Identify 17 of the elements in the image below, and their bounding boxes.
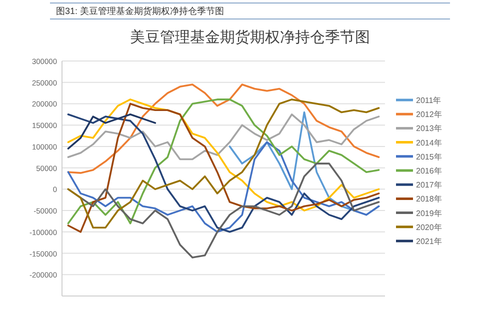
legend-label: 2014年 (416, 138, 442, 148)
legend-label: 2021年 (416, 237, 442, 246)
line-series (67, 84, 380, 174)
legend-label: 2011年 (416, 96, 442, 105)
legend-label: 2019年 (416, 208, 442, 218)
legend-label: 2020年 (416, 222, 442, 232)
chart-subtitle: 图31: 美豆管理基金期货期权净持仓季节图 (56, 6, 224, 16)
legend-label: 2017年 (416, 180, 442, 190)
line-series (67, 114, 156, 150)
legend-label: 2013年 (416, 124, 442, 134)
legend-label: 2016年 (416, 166, 442, 176)
line-series (67, 141, 380, 233)
legend-label: 2015年 (416, 152, 442, 162)
line-series (67, 114, 380, 160)
legend-label: 2012年 (416, 110, 442, 120)
legend-label: 2018年 (416, 194, 442, 204)
chart-title: 美豆管理基金期货期权净持仓季节图 (130, 29, 370, 46)
